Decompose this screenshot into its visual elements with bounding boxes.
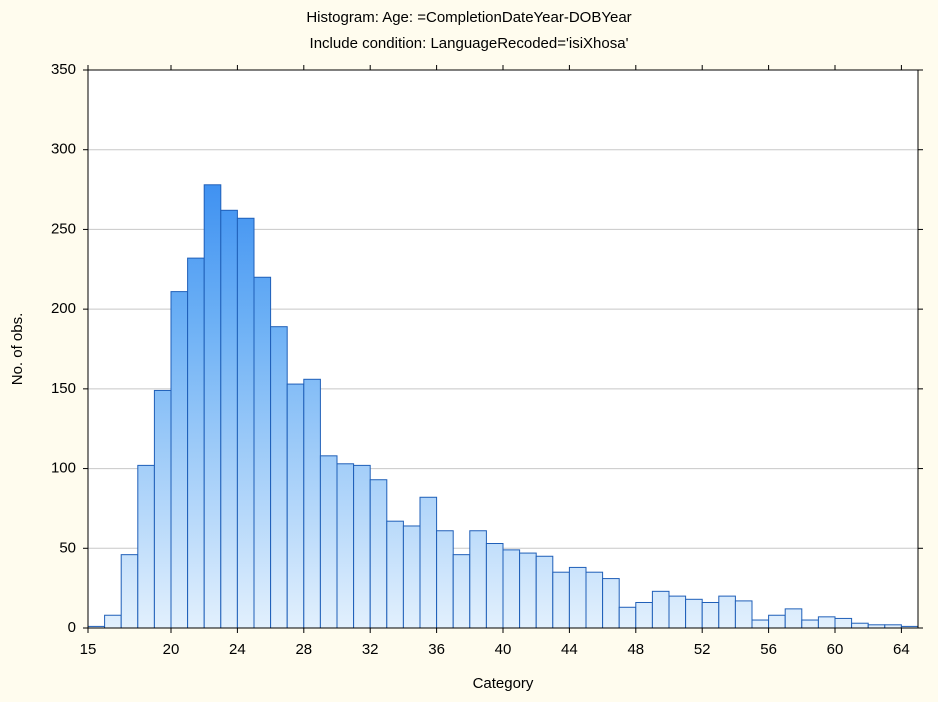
- x-tick-label: 64: [893, 641, 910, 658]
- bar: [668, 595, 687, 629]
- bar: [270, 326, 288, 629]
- bar: [651, 590, 670, 629]
- x-axis-title: Category: [473, 675, 534, 692]
- bar: [153, 389, 172, 629]
- bar: [452, 554, 471, 629]
- bar: [734, 600, 753, 629]
- bar: [801, 619, 819, 629]
- x-tick-label: 28: [295, 641, 312, 658]
- bar: [718, 595, 736, 629]
- bar: [568, 566, 587, 629]
- bar: [319, 455, 338, 629]
- y-tick-label: 300: [51, 141, 76, 158]
- bar: [519, 552, 537, 629]
- bar: [353, 464, 371, 629]
- x-tick-label: 52: [694, 641, 711, 658]
- x-tick-label: 36: [428, 641, 445, 658]
- bar: [386, 520, 404, 629]
- bar: [768, 614, 786, 629]
- y-tick-label: 350: [51, 61, 76, 78]
- bar: [552, 571, 570, 629]
- y-tick-label: 0: [68, 619, 76, 636]
- bar: [203, 184, 222, 629]
- bar: [402, 525, 421, 629]
- y-tick-label: 200: [51, 300, 76, 317]
- y-tick-label: 150: [51, 380, 76, 397]
- bar: [469, 530, 487, 629]
- bar: [485, 543, 504, 629]
- bar: [253, 276, 272, 629]
- y-tick-label: 50: [59, 539, 76, 556]
- bar: [535, 555, 554, 629]
- bar: [436, 530, 454, 629]
- bar: [104, 614, 122, 629]
- chart-title: Histogram: Age: =CompletionDateYear-DOBY…: [306, 9, 631, 26]
- x-tick-label: 32: [362, 641, 379, 658]
- bar: [817, 616, 836, 629]
- bar: [286, 383, 305, 629]
- bar: [137, 464, 155, 629]
- x-tick-label: 20: [163, 641, 180, 658]
- y-tick-label: 250: [51, 220, 76, 237]
- bar: [187, 257, 205, 629]
- bar: [170, 291, 189, 629]
- bar: [585, 571, 604, 629]
- x-tick-label: 60: [827, 641, 844, 658]
- y-tick-label: 100: [51, 460, 76, 477]
- bar: [635, 601, 653, 629]
- bar: [419, 496, 438, 629]
- x-tick-label: 48: [627, 641, 644, 658]
- bar: [685, 598, 703, 629]
- bar: [502, 549, 521, 629]
- plot-frame: [87, 69, 919, 629]
- x-tick-label: 15: [80, 641, 97, 658]
- x-tick-label: 24: [229, 641, 246, 658]
- bar: [701, 601, 720, 629]
- bar: [618, 606, 637, 629]
- x-tick-label: 44: [561, 641, 578, 658]
- bar: [602, 578, 620, 629]
- y-axis-title: No. of obs.: [9, 313, 26, 386]
- bar: [834, 617, 853, 629]
- bar: [784, 608, 803, 629]
- bar: [851, 622, 869, 629]
- bar: [303, 378, 321, 629]
- x-tick-label: 40: [495, 641, 512, 658]
- chart-subtitle: Include condition: LanguageRecoded='isiX…: [310, 35, 629, 52]
- bar: [369, 479, 388, 629]
- x-tick-label: 56: [760, 641, 777, 658]
- bar: [751, 619, 770, 629]
- bar: [336, 463, 355, 629]
- bar: [220, 209, 238, 629]
- bar: [236, 217, 255, 629]
- bar: [120, 554, 139, 629]
